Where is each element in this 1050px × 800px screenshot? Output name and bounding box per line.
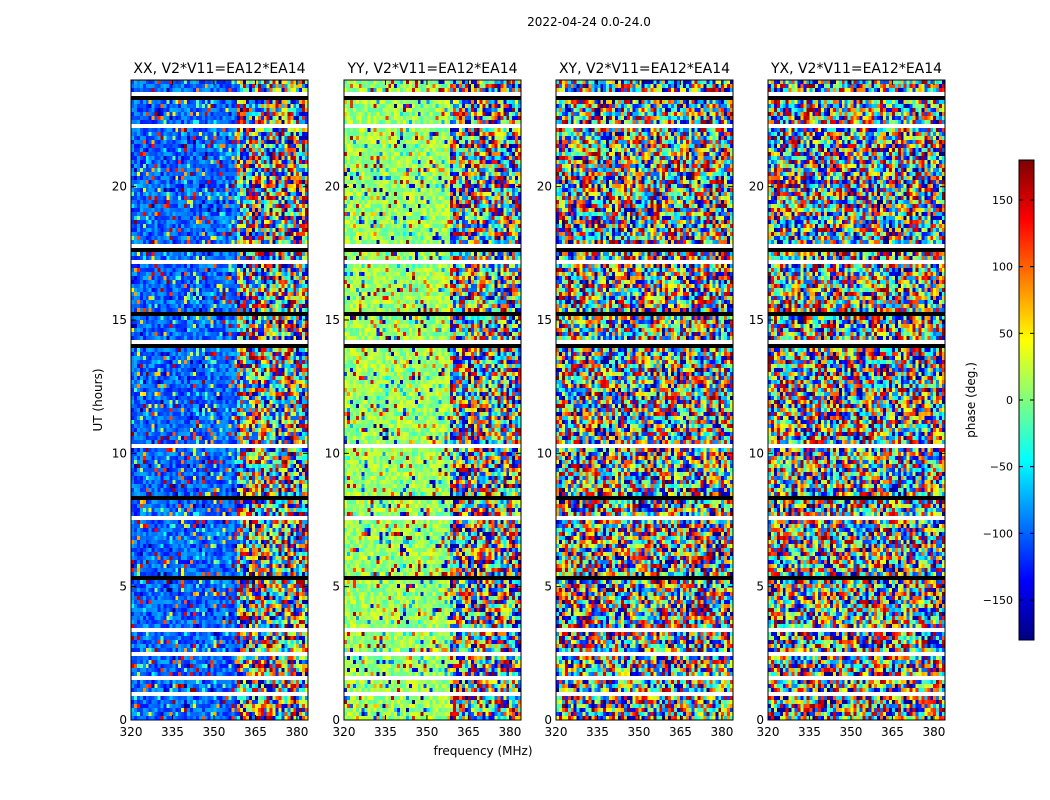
colorbar-tick-label: −100	[983, 527, 1013, 540]
y-tick-label: 15	[325, 313, 340, 327]
x-tick-label: 365	[457, 725, 480, 739]
x-tick-label: 335	[798, 725, 821, 739]
x-tick-label: 380	[922, 725, 945, 739]
y-tick-label: 5	[119, 580, 127, 594]
colorbar-tick-label: 100	[992, 261, 1013, 274]
x-tick-label: 350	[840, 725, 863, 739]
x-tick-label: 380	[285, 725, 308, 739]
panel-frame	[555, 79, 734, 721]
x-tick-label: 350	[203, 725, 226, 739]
colorbar-tick-label: −150	[983, 594, 1013, 607]
y-tick-label: 10	[325, 446, 340, 460]
figure-suptitle: 2022-04-24 0.0-24.0	[527, 15, 651, 29]
x-axis-label: frequency (MHz)	[433, 744, 532, 758]
y-tick-label: 10	[112, 446, 127, 460]
colorbar-tick-label: 50	[999, 327, 1013, 340]
x-tick-label: 365	[244, 725, 267, 739]
x-tick-label: 380	[710, 725, 733, 739]
phase-heatmap	[768, 80, 945, 720]
phase-heatmap	[344, 80, 521, 720]
panel-frame	[767, 79, 946, 721]
panel-frame	[130, 79, 309, 721]
y-tick-label: 15	[537, 313, 552, 327]
x-tick-label: 335	[586, 725, 609, 739]
colorbar-tick-label: 0	[1006, 394, 1013, 407]
y-tick-label: 0	[332, 713, 340, 727]
phase-heatmap	[556, 80, 733, 720]
y-tick-label: 5	[332, 580, 340, 594]
panel-title: XX, V2*V11=EA12*EA14	[133, 61, 305, 77]
x-tick-label: 320	[120, 725, 143, 739]
x-tick-label: 320	[333, 725, 356, 739]
y-tick-label: 20	[112, 180, 127, 194]
y-tick-label: 5	[544, 580, 552, 594]
y-tick-label: 15	[749, 313, 764, 327]
colorbar-tick-label: 150	[992, 194, 1013, 207]
y-tick-label: 20	[325, 180, 340, 194]
y-tick-label: 20	[749, 180, 764, 194]
x-tick-label: 365	[669, 725, 692, 739]
x-tick-label: 320	[757, 725, 780, 739]
x-tick-label: 350	[628, 725, 651, 739]
y-tick-label: 10	[537, 446, 552, 460]
y-tick-label: 20	[537, 180, 552, 194]
panel-3: XY, V2*V11=EA12*EA14 320 335 350 365 380 0 5 10 1…	[537, 61, 734, 739]
panel-title: YX, V2*V11=EA12*EA14	[770, 61, 942, 77]
y-tick-label: 0	[756, 713, 764, 727]
y-tick-label: 5	[756, 580, 764, 594]
panel-frame	[343, 79, 522, 721]
x-tick-label: 335	[161, 725, 184, 739]
x-tick-label: 380	[498, 725, 521, 739]
y-tick-label: 10	[749, 446, 764, 460]
y-axis-label: UT (hours)	[91, 368, 105, 431]
colorbar: 150 100 50 0 −50 −100 −150	[983, 159, 1035, 641]
phase-heatmap	[131, 80, 308, 720]
panels: XX, V2*V11=EA12*EA14 320 335 350 365 380 0 5 10 1…	[112, 61, 946, 739]
colorbar-label: phase (deg.)	[964, 362, 978, 438]
panel-title: XY, V2*V11=EA12*EA14	[559, 61, 730, 77]
y-tick-label: 0	[544, 713, 552, 727]
panel-2: YY, V2*V11=EA12*EA14 320 335 350 365 380 0 5 10 1…	[325, 61, 522, 739]
x-tick-label: 365	[881, 725, 904, 739]
x-tick-label: 335	[374, 725, 397, 739]
x-tick-label: 320	[545, 725, 568, 739]
y-tick-label: 0	[119, 713, 127, 727]
panel-1: XX, V2*V11=EA12*EA14 320 335 350 365 380 0 5 10 1…	[112, 61, 309, 739]
panel-4: YX, V2*V11=EA12*EA14 320 335 350 365 380 0 5 10 1…	[749, 61, 946, 739]
x-tick-label: 350	[416, 725, 439, 739]
colorbar-tick-label: −50	[990, 461, 1013, 474]
y-tick-label: 15	[112, 313, 127, 327]
panel-title: YY, V2*V11=EA12*EA14	[346, 61, 517, 77]
